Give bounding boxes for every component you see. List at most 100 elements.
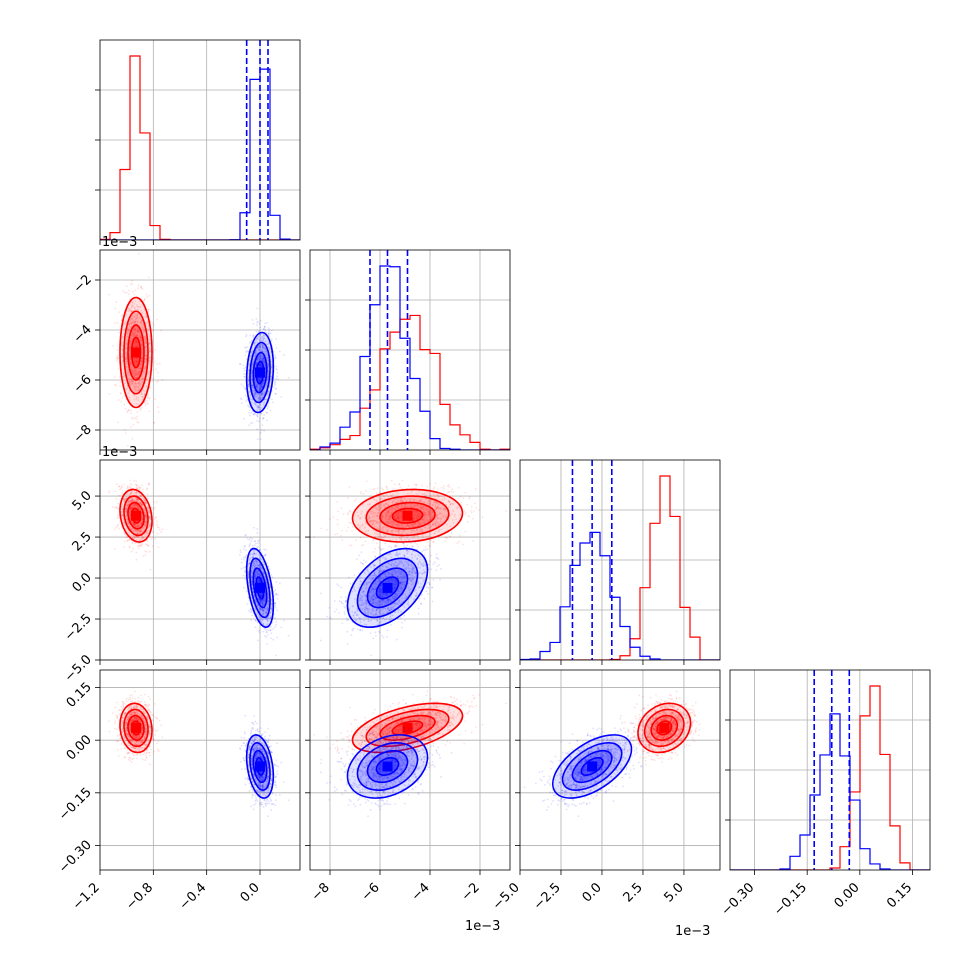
sample-point <box>258 358 261 361</box>
sample-point <box>258 322 261 325</box>
sample-point <box>146 399 148 402</box>
sample-point <box>131 334 134 337</box>
sample-point <box>133 479 136 482</box>
sample-point <box>259 364 262 367</box>
sample-point <box>132 380 135 383</box>
sample-point <box>264 628 266 631</box>
sample-point <box>254 626 257 629</box>
sample-point <box>139 336 142 339</box>
sample-point <box>140 323 143 326</box>
sample-point <box>126 539 129 542</box>
sample-point <box>262 630 265 633</box>
sample-point <box>275 606 277 609</box>
sample-point <box>116 322 119 324</box>
sample-point <box>258 389 261 391</box>
sample-point <box>120 362 123 364</box>
sample-point <box>242 385 245 388</box>
sample-point <box>275 592 278 595</box>
sample-point <box>152 377 155 380</box>
sample-point <box>256 415 259 418</box>
sample-point <box>244 354 247 357</box>
sample-point <box>145 359 148 362</box>
sample-point <box>153 421 156 424</box>
sample-point <box>144 346 147 348</box>
sample-point <box>148 397 151 400</box>
sample-point <box>144 338 146 341</box>
sample-point <box>275 357 277 359</box>
sample-point <box>141 311 144 313</box>
histogram-step <box>100 55 300 240</box>
sample-point <box>127 373 129 375</box>
sample-point <box>146 295 149 298</box>
sample-point <box>127 310 130 313</box>
sample-point <box>270 377 273 380</box>
sample-point <box>140 338 143 341</box>
sample-point <box>258 417 261 420</box>
sample-point <box>267 370 269 373</box>
sample-point <box>252 334 255 336</box>
sample-point <box>160 329 163 332</box>
sample-point <box>259 346 262 349</box>
sample-point <box>287 376 290 379</box>
sample-point <box>130 361 133 364</box>
sample-point <box>140 322 142 325</box>
sample-point <box>144 342 147 345</box>
sample-point <box>136 358 139 360</box>
sample-point <box>260 385 263 388</box>
sample-point <box>272 385 275 388</box>
sample-point <box>154 516 157 519</box>
sample-point <box>264 334 267 337</box>
sample-point <box>139 363 142 366</box>
sample-point <box>133 362 136 364</box>
sample-point <box>134 372 136 375</box>
sample-point <box>263 360 266 363</box>
sample-point <box>257 397 260 400</box>
sample-point <box>266 356 268 359</box>
sample-point <box>133 358 136 361</box>
sample-point <box>257 345 260 348</box>
sample-point <box>251 319 254 321</box>
sample-point <box>135 377 138 380</box>
sample-point <box>267 327 270 330</box>
sample-point <box>257 406 260 409</box>
sample-point <box>260 358 263 360</box>
sample-point <box>255 362 258 365</box>
sample-point <box>144 364 147 367</box>
sample-point <box>266 374 269 377</box>
sample-point <box>262 359 264 361</box>
sample-point <box>131 279 134 282</box>
sample-point <box>124 320 127 323</box>
sample-point <box>126 336 129 339</box>
sample-point <box>135 338 138 341</box>
sample-point <box>262 338 265 341</box>
sample-point <box>140 321 142 324</box>
sample-point <box>127 371 129 373</box>
sample-point <box>116 349 119 352</box>
sample-point <box>133 374 136 377</box>
sample-point <box>259 365 262 368</box>
sample-point <box>134 389 137 392</box>
sample-point <box>149 338 151 341</box>
sample-point <box>120 342 123 345</box>
sample-point <box>134 382 137 384</box>
sample-point <box>142 331 145 334</box>
sample-point <box>254 391 257 394</box>
sample-point <box>139 407 142 410</box>
sample-point <box>256 420 259 422</box>
sample-point <box>255 337 258 340</box>
sample-point <box>255 406 258 408</box>
sample-point <box>274 626 276 628</box>
sample-point <box>267 363 270 366</box>
sample-point <box>256 384 259 387</box>
sample-point <box>248 363 251 366</box>
sample-point <box>258 389 261 392</box>
sample-point <box>282 354 285 356</box>
sample-point <box>137 371 140 374</box>
sample-point <box>259 333 261 336</box>
sample-point <box>137 385 140 388</box>
sample-point <box>125 285 128 288</box>
sample-point <box>120 400 123 403</box>
sample-point <box>130 310 133 313</box>
sample-point <box>140 341 143 344</box>
sample-point <box>278 350 281 353</box>
